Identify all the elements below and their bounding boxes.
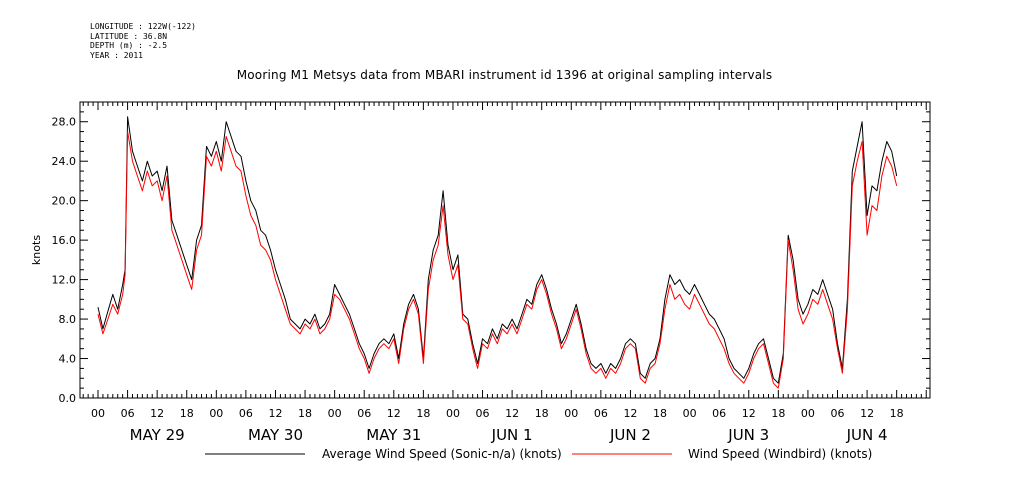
meta-depth: DEPTH (m) : -2.5 [90, 41, 168, 50]
x-hour-label: 18 [771, 407, 785, 420]
meta-year: YEAR : 2011 [90, 50, 143, 60]
x-hour-label: 06 [121, 407, 135, 420]
x-hour-label: 18 [535, 407, 549, 420]
x-hour-label: 00 [683, 407, 697, 420]
x-hour-label: 06 [712, 407, 726, 420]
legend-label-average: Average Wind Speed (Sonic-n/a) (knots) [322, 447, 562, 461]
plot-frame [79, 101, 931, 399]
y-axis-label: knots [30, 235, 43, 265]
x-hour-label: 12 [860, 407, 874, 420]
x-day-label: JUN 3 [727, 426, 769, 444]
x-hour-label: 12 [505, 407, 519, 420]
chart-title: Mooring M1 Metsys data from MBARI instru… [236, 68, 773, 82]
y-tick-label: 4.0 [59, 353, 77, 366]
x-hour-label: 12 [268, 407, 282, 420]
x-hour-label: 18 [180, 407, 194, 420]
x-hour-label: 12 [742, 407, 756, 420]
meta-latitude: LATITUDE : 36.8N [90, 31, 168, 41]
x-day-label: JUN 1 [491, 426, 533, 444]
x-hour-label: 06 [594, 407, 608, 420]
meta-longitude: LONGITUDE : 122W(-122) [90, 22, 196, 31]
x-hour-label: 00 [801, 407, 815, 420]
x-hour-label: 12 [387, 407, 401, 420]
x-hour-label: 06 [831, 407, 845, 420]
x-hour-label: 00 [446, 407, 460, 420]
x-hour-label: 18 [416, 407, 430, 420]
x-hour-label: 06 [357, 407, 371, 420]
x-hour-label: 18 [298, 407, 312, 420]
x-hour-label: 12 [623, 407, 637, 420]
x-hour-label: 00 [564, 407, 578, 420]
x-day-label: MAY 31 [366, 426, 421, 444]
x-hour-label: 00 [328, 407, 342, 420]
x-hour-label: 06 [476, 407, 490, 420]
x-hour-label: 18 [890, 407, 904, 420]
x-hour-label: 00 [209, 407, 223, 420]
y-tick-label: 8.0 [59, 313, 77, 326]
x-day-label: MAY 29 [130, 426, 185, 444]
x-hour-label: 12 [150, 407, 164, 420]
metadata-block: LONGITUDE : 122W(-122) LATITUDE : 36.8N … [90, 22, 196, 60]
y-tick-label: 20.0 [52, 195, 77, 208]
x-day-label: JUN 2 [609, 426, 651, 444]
x-hour-label: 18 [653, 407, 667, 420]
y-tick-label: 28.0 [52, 116, 77, 129]
y-tick-label: 12.0 [52, 274, 77, 287]
x-hour-label: 06 [239, 407, 253, 420]
y-tick-label: 0.0 [59, 392, 77, 405]
x-day-label: MAY 30 [248, 426, 303, 444]
y-tick-label: 24.0 [52, 155, 77, 168]
legend-label-windbird: Wind Speed (Windbird) (knots) [688, 447, 872, 461]
y-tick-label: 16.0 [52, 234, 77, 247]
x-day-label: JUN 4 [846, 426, 888, 444]
series-windbird-wind-speed [97, 131, 898, 389]
x-hour-label: 00 [91, 407, 105, 420]
series-average-wind-speed [97, 116, 898, 384]
